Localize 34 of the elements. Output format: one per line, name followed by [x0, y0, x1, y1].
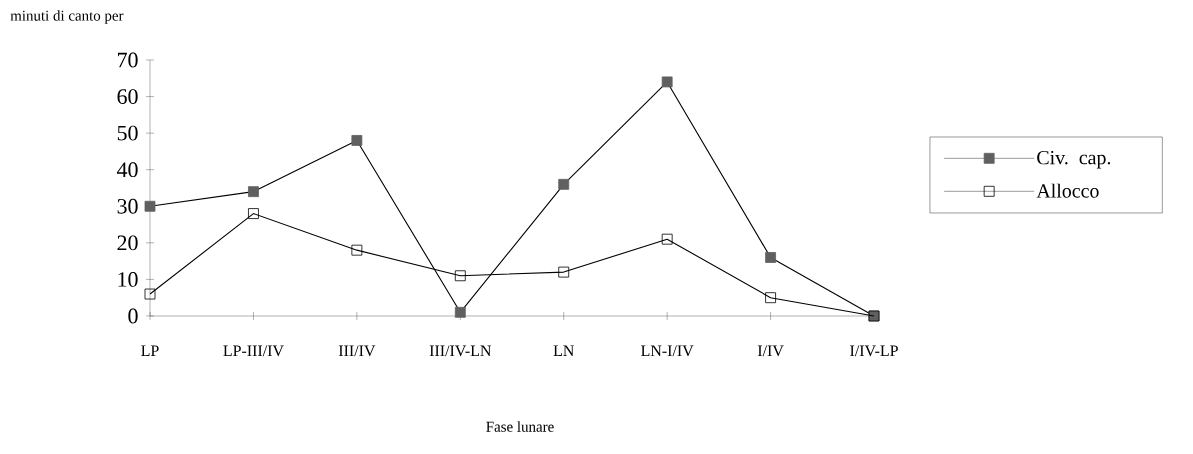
x-tick-label: III/IV: [338, 345, 376, 357]
legend-label: Civ. cap.: [1037, 150, 1111, 169]
legend-label: Allocco: [1036, 183, 1099, 198]
y-tick-label: 60: [117, 89, 138, 104]
y-tick-label: 70: [118, 52, 138, 68]
x-tick-label: LN: [553, 345, 574, 356]
x-tick-label: I/IV: [757, 345, 784, 357]
point: [248, 186, 259, 198]
point: [661, 76, 673, 88]
point: [144, 288, 156, 300]
x-tick-label: I/IV-LP: [850, 345, 898, 357]
point: [248, 208, 259, 219]
point: [454, 306, 466, 318]
point: [765, 252, 776, 263]
y-tick-label: 30: [117, 198, 138, 214]
point: [351, 244, 363, 256]
x-axis-title: Fase lunare: [486, 421, 554, 432]
y-tick-label: 50: [117, 125, 138, 141]
point: [765, 292, 776, 304]
point: [558, 266, 570, 278]
y-tick-label: 20: [117, 235, 138, 251]
point: [351, 135, 363, 146]
y-axis-title: minuti di canto per: [10, 10, 124, 24]
x-tick-label: LN-I/IV: [641, 345, 694, 357]
x-tick-label: LP-III/IV: [223, 345, 284, 357]
x-tick-label: LP: [141, 345, 159, 356]
point: [454, 270, 466, 282]
y-tick-label: 0: [128, 308, 138, 324]
y-tick-label: 40: [117, 162, 138, 178]
x-tick-label: III/IV-LN: [429, 345, 492, 357]
point: [558, 178, 570, 190]
point: [144, 200, 156, 212]
y-tick-label: 10: [118, 272, 138, 287]
point: [661, 233, 673, 245]
